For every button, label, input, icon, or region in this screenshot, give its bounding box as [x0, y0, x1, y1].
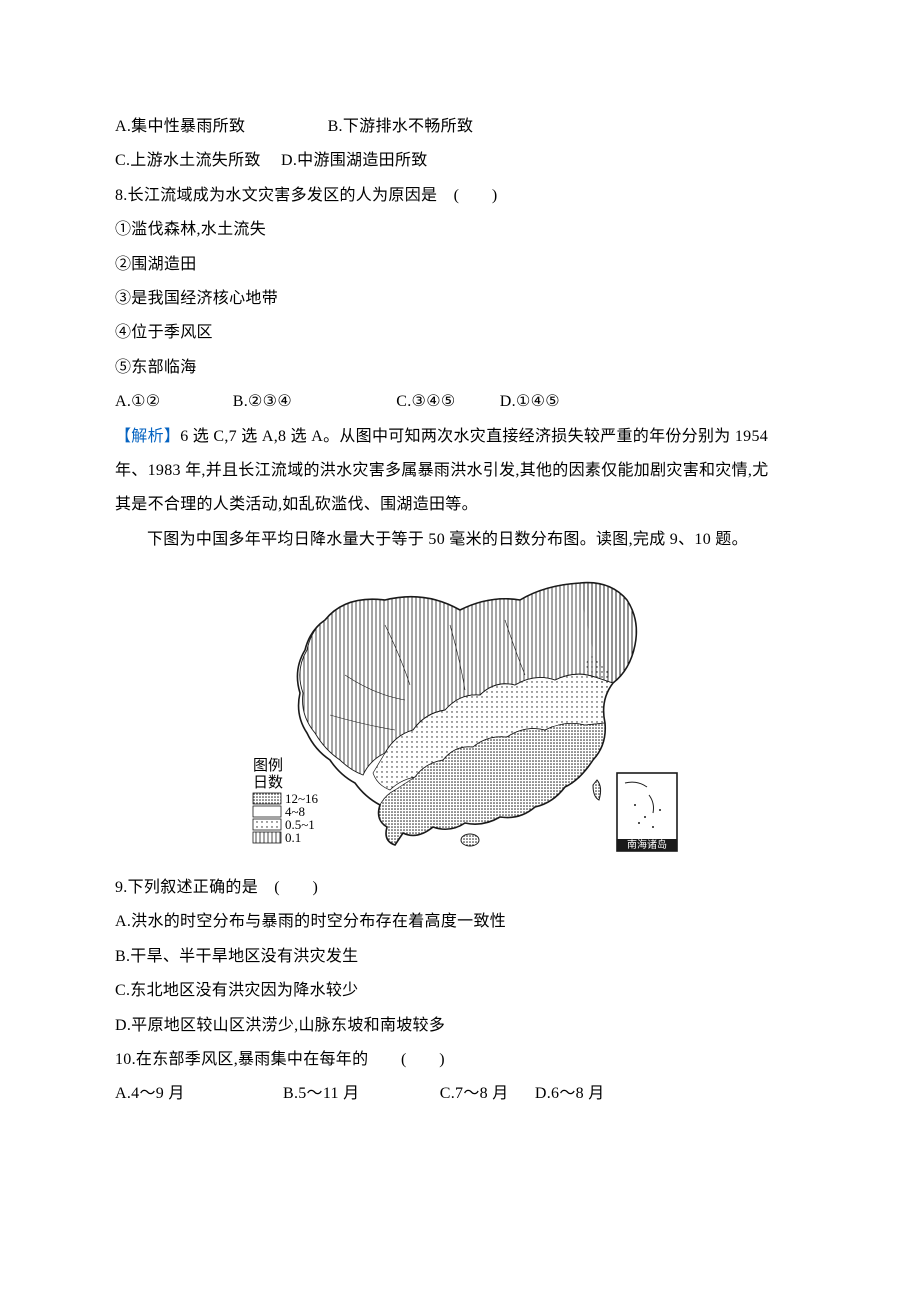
q9-opt-a: A.洪水的时空分布与暴雨的时空分布存在着高度一致性 — [115, 905, 805, 939]
analysis-line3: 其是不合理的人类活动,如乱砍滥伐、围湖造田等。 — [115, 488, 805, 522]
hainan-island — [461, 834, 479, 846]
q7-opt-b: B.下游排水不畅所致 — [328, 110, 474, 144]
q8-stem: 8.长江流域成为水文灾害多发区的人为原因是 ( ) — [115, 179, 805, 213]
q8-opt-a: A.①② — [115, 385, 160, 419]
q7-options-ab: A.集中性暴雨所致 B.下游排水不畅所致 — [115, 110, 805, 144]
q10-opt-d: D.6～8 月 — [535, 1077, 605, 1111]
analysis-text1: 6 选 C,7 选 A,8 选 A。从图中可知两次水灾直接经济损失较严重的年份分… — [180, 428, 768, 445]
q8-s5: ⑤东部临海 — [115, 351, 805, 385]
q10-opt-c: C.7～8 月 — [440, 1077, 509, 1111]
q7-opt-d: D.中游围湖造田所致 — [281, 144, 428, 178]
taiwan-island — [593, 780, 601, 800]
q7-opt-a: A.集中性暴雨所致 — [115, 110, 245, 144]
q9-stem: 9.下列叙述正确的是 ( ) — [115, 871, 805, 905]
analysis-label: 【解析】 — [115, 428, 180, 445]
q9-opt-b: B.干旱、半干旱地区没有洪灾发生 — [115, 940, 805, 974]
q7-opt-c: C.上游水土流失所致 — [115, 144, 261, 178]
q8-opt-b: B.②③④ — [233, 385, 292, 419]
q9-opt-c: C.东北地区没有洪灾因为降水较少 — [115, 974, 805, 1008]
map-legend: 图例 日数 12~16 4~8 0.5~1 0.1 — [253, 757, 319, 845]
china-map-figure: 图例 日数 12~16 4~8 0.5~1 0.1 南海诸岛 — [115, 565, 805, 865]
q8-s2: ②围湖造田 — [115, 248, 805, 282]
analysis-line1: 【解析】6 选 C,7 选 A,8 选 A。从图中可知两次水灾直接经济损失较严重… — [115, 420, 805, 454]
legend-title: 图例 — [253, 757, 283, 774]
q10-options: A.4～9 月 B.5～11 月 C.7～8 月 D.6～8 月 — [115, 1077, 805, 1111]
q7-options-cd: C.上游水土流失所致 D.中游围湖造田所致 — [115, 144, 805, 178]
q10-opt-b: B.5～11 月 — [283, 1077, 359, 1111]
china-map-svg: 图例 日数 12~16 4~8 0.5~1 0.1 南海诸岛 — [235, 565, 685, 860]
q8-opt-d: D.①④⑤ — [500, 385, 560, 419]
q8-options: A.①② B.②③④ C.③④⑤ D.①④⑤ — [115, 385, 805, 419]
q10-opt-a: A.4～9 月 — [115, 1077, 185, 1111]
legend-item-3: 0.1 — [285, 830, 301, 845]
q8-s1: ①滥伐森林,水土流失 — [115, 213, 805, 247]
q8-s3: ③是我国经济核心地带 — [115, 282, 805, 316]
scs-inset-label: 南海诸岛 — [627, 838, 667, 851]
q10-stem: 10.在东部季风区,暴雨集中在每年的 ( ) — [115, 1043, 805, 1077]
analysis-line2: 年、1983 年,并且长江流域的洪水灾害多属暴雨洪水引发,其他的因素仅能加剧灾害… — [115, 454, 805, 488]
scs-inset: 南海诸岛 — [617, 773, 677, 851]
q8-s4: ④位于季风区 — [115, 316, 805, 350]
intro-9-10: 下图为中国多年平均日降水量大于等于 50 毫米的日数分布图。读图,完成 9、10… — [115, 523, 805, 557]
legend-sub: 日数 — [253, 774, 283, 791]
q9-opt-d: D.平原地区较山区洪涝少,山脉东坡和南坡较多 — [115, 1009, 805, 1043]
q8-opt-c: C.③④⑤ — [396, 385, 455, 419]
